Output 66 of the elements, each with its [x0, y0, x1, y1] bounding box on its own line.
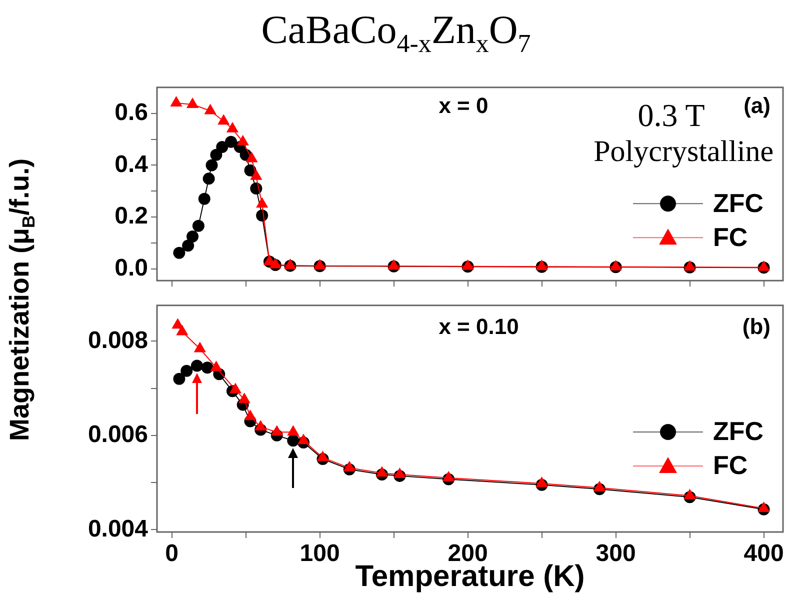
point	[246, 152, 258, 162]
legend-label: FC	[713, 222, 748, 252]
point	[173, 246, 186, 259]
chart-title: CaBaCo$_{4-x}$Zn$_{x}$O$_{7}$	[260, 6, 532, 59]
point	[216, 141, 228, 154]
annotation: x = 0.10	[438, 314, 519, 340]
point	[192, 220, 204, 232]
point	[190, 360, 203, 372]
point	[180, 364, 193, 377]
point	[244, 410, 256, 420]
point	[201, 362, 214, 374]
point	[226, 122, 239, 132]
point	[250, 169, 262, 180]
point	[287, 425, 300, 436]
point	[210, 148, 222, 161]
y-tick-label: 0.008	[88, 326, 148, 354]
legend-label: ZFC	[713, 188, 764, 218]
y-tick-label: 0.2	[114, 202, 148, 230]
x-tick-label: 0	[165, 540, 178, 568]
annotation: x = 0	[438, 92, 488, 118]
y-tick-label: 0.4	[114, 150, 149, 178]
point	[186, 98, 199, 108]
annotation: (b)	[742, 314, 770, 340]
point	[229, 382, 242, 394]
point	[238, 392, 250, 404]
point	[224, 136, 237, 148]
point	[287, 434, 300, 447]
annotation: 0.3 T	[638, 96, 706, 133]
y-tick-label: 0.0	[114, 254, 148, 282]
y-tick-label: 0.6	[114, 98, 148, 126]
point	[254, 420, 267, 430]
point	[758, 501, 770, 512]
point	[182, 240, 194, 252]
point	[210, 360, 222, 372]
point	[198, 192, 210, 205]
point	[194, 342, 206, 352]
x-tick-label: 300	[596, 540, 636, 568]
legend-label: ZFC	[713, 416, 764, 446]
point	[316, 450, 329, 462]
point	[270, 425, 283, 436]
point	[176, 324, 188, 336]
point	[202, 172, 215, 185]
annotation: (a)	[744, 92, 770, 118]
point	[186, 230, 199, 243]
point	[376, 466, 388, 477]
point	[394, 468, 406, 478]
point	[536, 476, 548, 487]
point	[256, 197, 268, 208]
point	[593, 480, 606, 492]
point	[297, 434, 310, 444]
point	[343, 460, 356, 472]
point	[442, 470, 455, 482]
point	[170, 96, 182, 106]
point	[204, 104, 216, 114]
point	[236, 134, 249, 146]
y-tick-label: 0.004	[88, 515, 149, 542]
y-tick-label: 0.006	[88, 421, 148, 448]
point	[250, 182, 262, 195]
point	[173, 372, 186, 385]
legend-label: FC	[713, 450, 748, 480]
x-tick-label: 100	[300, 540, 340, 568]
point	[218, 114, 230, 125]
annotation: Polycrystalline	[594, 134, 774, 168]
point	[684, 488, 696, 500]
point	[206, 159, 218, 172]
x-tick-label: 400	[744, 540, 784, 568]
